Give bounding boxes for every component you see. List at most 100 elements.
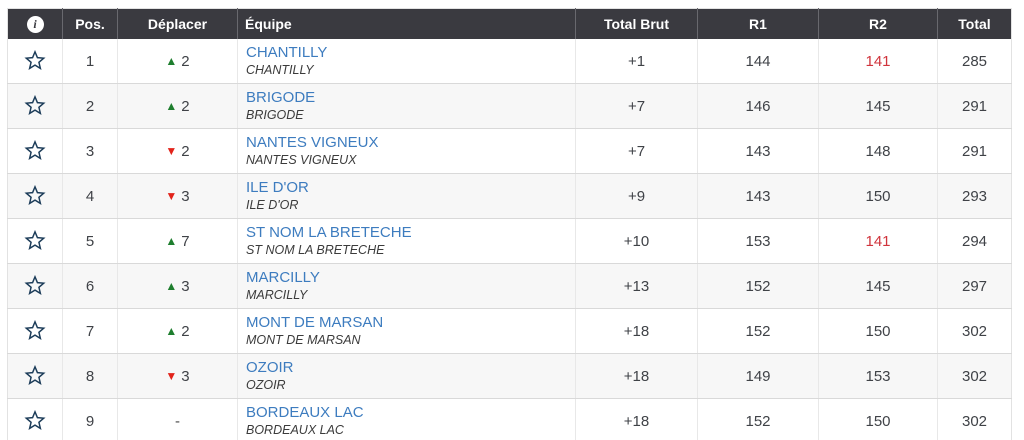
favorite-star-icon[interactable] [24,50,46,72]
total-cell: 293 [937,173,1012,219]
header-r2: R2 [818,8,938,39]
r2-value: 141 [865,232,891,250]
r1-value: 152 [745,412,771,430]
team-link[interactable]: MARCILLY [246,269,320,287]
team-link[interactable]: NANTES VIGNEUX [246,134,379,152]
total-value: 302 [961,367,988,385]
team-cell: MARCILLY MARCILLY [237,263,576,309]
total-brut-cell: +13 [575,263,698,309]
total-brut-value: +18 [623,367,650,385]
r1-cell: 146 [697,83,819,129]
move-cell: ▼ 3 [117,173,238,219]
move-cell: ▼ 3 [117,353,238,399]
r1-value: 149 [745,367,771,385]
favorite-star-icon[interactable] [24,275,46,297]
header-r1: R1 [697,8,819,39]
move-value: 7 [181,232,190,250]
header-pos: Pos. [62,8,118,39]
table-body: 1 ▲ 2 CHANTILLY CHANTILLY +1 144 141 285 … [7,39,1012,440]
move-up-icon: ▲ [165,233,178,248]
r2-value: 141 [865,52,891,70]
table-row: 2 ▲ 2 BRIGODE BRIGODE +7 146 145 291 [7,83,1012,129]
r2-cell: 150 [818,308,938,354]
move-up-icon: ▲ [165,323,178,338]
r2-cell: 153 [818,353,938,399]
total-cell: 297 [937,263,1012,309]
favorite-cell [7,83,63,129]
move-cell: ▲ 2 [117,308,238,354]
position-value: 3 [85,142,95,160]
team-link[interactable]: OZOIR [246,359,294,377]
r1-cell: 153 [697,218,819,264]
r2-value: 148 [865,142,891,160]
move-up-icon: ▲ [165,278,178,293]
move-value: 2 [181,97,190,115]
move-cell: ▲ 2 [117,83,238,129]
total-value: 294 [961,232,988,250]
position-value: 9 [85,412,95,430]
team-link[interactable]: MONT DE MARSAN [246,314,384,332]
favorite-star-icon[interactable] [24,140,46,162]
position-cell: 6 [62,263,118,309]
table-row: 5 ▲ 7 ST NOM LA BRETECHE ST NOM LA BRETEC… [7,218,1012,264]
club-name: BORDEAUX LAC [246,422,344,437]
favorite-star-icon[interactable] [24,230,46,252]
total-cell: 291 [937,128,1012,174]
r1-value: 143 [745,187,771,205]
favorite-star-icon[interactable] [24,365,46,387]
team-link[interactable]: ILE D'OR [246,179,309,197]
team-link[interactable]: ST NOM LA BRETECHE [246,224,412,242]
team-link[interactable]: BORDEAUX LAC [246,404,364,422]
move-cell: ▲ 3 [117,263,238,309]
move-cell: - [117,398,238,440]
r2-cell: 141 [818,39,938,84]
total-brut-value: +7 [627,97,646,115]
total-cell: 294 [937,218,1012,264]
total-brut-value: +13 [623,277,650,295]
move-up-icon: ▲ [165,98,178,113]
position-cell: 4 [62,173,118,219]
total-brut-cell: +1 [575,39,698,84]
total-brut-cell: +7 [575,128,698,174]
leaderboard-table: i Pos. Déplacer Équipe Total Brut R1 R2 … [7,8,1012,440]
r2-value: 145 [865,277,891,295]
r1-value: 152 [745,277,771,295]
position-value: 2 [85,97,95,115]
total-brut-value: +10 [623,232,650,250]
team-cell: ILE D'OR ILE D'OR [237,173,576,219]
position-cell: 7 [62,308,118,354]
header-total-brut: Total Brut [575,8,698,39]
r2-value: 145 [865,97,891,115]
r2-cell: 141 [818,218,938,264]
club-name: BRIGODE [246,107,304,122]
r1-cell: 152 [697,308,819,354]
r2-cell: 150 [818,398,938,440]
r1-cell: 143 [697,173,819,219]
team-link[interactable]: CHANTILLY [246,44,328,62]
table-row: 4 ▼ 3 ILE D'OR ILE D'OR +9 143 150 293 [7,173,1012,219]
info-icon[interactable]: i [26,15,44,33]
move-up-icon: ▲ [165,53,178,68]
r1-value: 152 [745,322,771,340]
move-value: 2 [181,52,190,70]
favorite-star-icon[interactable] [24,185,46,207]
favorite-star-icon[interactable] [24,95,46,117]
position-cell: 3 [62,128,118,174]
total-brut-cell: +7 [575,83,698,129]
club-name: ILE D'OR [246,197,299,212]
team-link[interactable]: BRIGODE [246,89,316,107]
move-cell: ▲ 7 [117,218,238,264]
total-value: 293 [961,187,988,205]
team-cell: CHANTILLY CHANTILLY [237,39,576,84]
position-value: 7 [85,322,95,340]
position-cell: 1 [62,39,118,84]
favorite-star-icon[interactable] [24,410,46,432]
total-cell: 291 [937,83,1012,129]
r2-cell: 150 [818,173,938,219]
move-value: 2 [181,142,190,160]
favorite-star-icon[interactable] [24,320,46,342]
position-cell: 9 [62,398,118,440]
r1-value: 146 [745,97,771,115]
r2-cell: 148 [818,128,938,174]
